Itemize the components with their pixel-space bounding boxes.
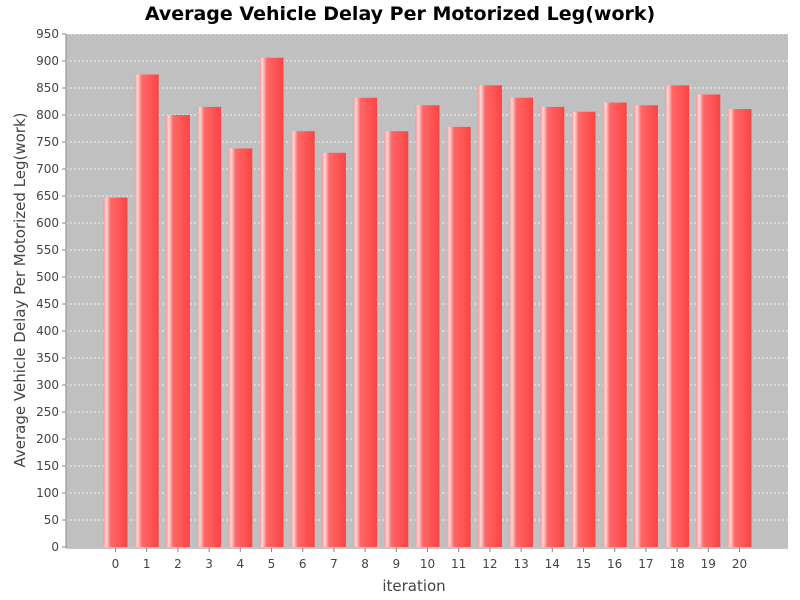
y-tick-label: 950 xyxy=(36,27,59,41)
x-tick-label: 18 xyxy=(669,557,684,571)
y-tick-label: 600 xyxy=(36,216,59,230)
bar-iteration-10 xyxy=(415,105,440,547)
y-tick-label: 800 xyxy=(36,108,59,122)
bar-iteration-7 xyxy=(321,152,346,548)
y-tick-label: 700 xyxy=(36,162,59,176)
x-tick-label: 6 xyxy=(299,557,307,571)
x-tick-label: 20 xyxy=(732,557,747,571)
x-tick-label: 12 xyxy=(482,557,497,571)
chart-title: Average Vehicle Delay Per Motorized Leg(… xyxy=(145,3,655,25)
x-tick-label: 11 xyxy=(451,557,466,571)
bar-iteration-0 xyxy=(103,197,128,547)
x-tick-label: 19 xyxy=(701,557,716,571)
y-tick-label: 450 xyxy=(36,297,59,311)
x-tick-label: 3 xyxy=(205,557,213,571)
bar-iteration-8 xyxy=(353,97,378,547)
x-tick-label: 14 xyxy=(545,557,560,571)
bar-iteration-5 xyxy=(259,57,284,547)
bar-iteration-9 xyxy=(384,131,409,547)
bar-iteration-4 xyxy=(228,148,253,548)
y-tick-label: 400 xyxy=(36,324,59,338)
x-tick-label: 2 xyxy=(174,557,182,571)
x-tick-label: 7 xyxy=(330,557,338,571)
x-tick-label: 9 xyxy=(392,557,400,571)
x-tick-label: 0 xyxy=(112,557,120,571)
y-tick-label: 300 xyxy=(36,378,59,392)
x-tick-label: 5 xyxy=(268,557,276,571)
bar-iteration-15 xyxy=(571,111,596,547)
x-tick-label: 17 xyxy=(638,557,653,571)
bar-iteration-12 xyxy=(477,85,502,548)
x-tick-label: 1 xyxy=(143,557,151,571)
y-tick-label: 500 xyxy=(36,270,59,284)
x-tick-label: 13 xyxy=(513,557,528,571)
bar-iteration-11 xyxy=(446,126,471,547)
x-tick-label: 16 xyxy=(607,557,622,571)
y-tick-label: 100 xyxy=(36,486,59,500)
bar-iteration-20 xyxy=(727,109,752,547)
y-tick-label: 150 xyxy=(36,459,59,473)
y-tick-label: 900 xyxy=(36,54,59,68)
x-tick-label: 10 xyxy=(420,557,435,571)
x-axis-label: iteration xyxy=(382,577,445,595)
y-axis-ticks: 0 50 100 150 200 250 300 350 400 450 500 550 600 650 7… xyxy=(36,27,66,554)
y-tick-label: 0 xyxy=(51,540,59,554)
x-axis-ticks: 0 1 2 3 4 5 6 7 8 9 10 11 12 13 14 15 16 17 18 19 20 xyxy=(112,548,747,571)
bar-iteration-3 xyxy=(197,106,222,548)
bar-iteration-16 xyxy=(602,102,627,547)
bar-iteration-1 xyxy=(134,74,159,547)
bars xyxy=(103,57,752,548)
bar-iteration-14 xyxy=(540,106,565,548)
x-tick-label: 15 xyxy=(576,557,591,571)
y-tick-label: 650 xyxy=(36,189,59,203)
x-tick-label: 8 xyxy=(361,557,369,571)
bar-iteration-2 xyxy=(165,115,190,547)
y-tick-label: 350 xyxy=(36,351,59,365)
y-tick-label: 850 xyxy=(36,81,59,95)
y-tick-label: 250 xyxy=(36,405,59,419)
y-tick-label: 50 xyxy=(44,513,59,527)
bar-iteration-6 xyxy=(290,131,315,547)
bar-iteration-18 xyxy=(665,85,690,548)
y-tick-label: 200 xyxy=(36,432,59,446)
bar-iteration-13 xyxy=(509,97,534,547)
y-axis-label: Average Vehicle Delay Per Motorized Leg(… xyxy=(11,113,29,468)
y-tick-label: 550 xyxy=(36,243,59,257)
bar-iteration-17 xyxy=(633,105,658,547)
y-tick-label: 750 xyxy=(36,135,59,149)
x-tick-label: 4 xyxy=(236,557,244,571)
bar-iteration-19 xyxy=(696,94,721,547)
